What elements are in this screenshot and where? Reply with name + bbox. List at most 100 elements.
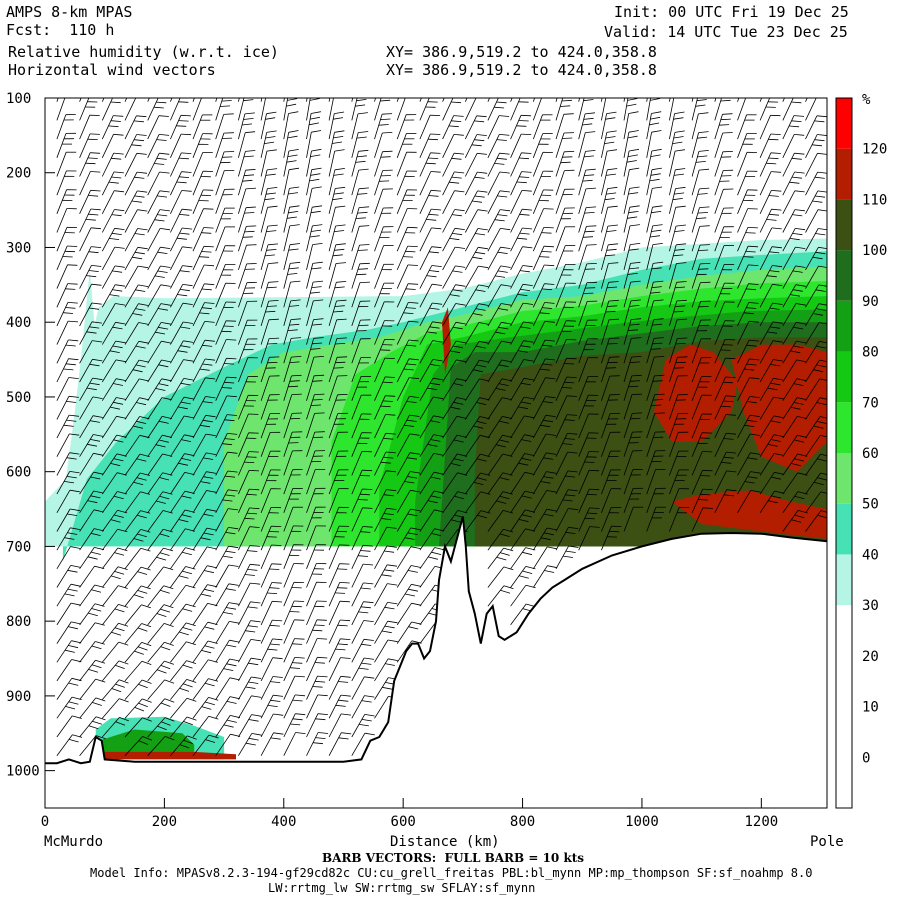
colorbar-bin-6 bbox=[836, 453, 852, 504]
wind-barb-742 bbox=[555, 282, 576, 308]
wind-barb-685 bbox=[510, 265, 533, 289]
wind-barb-912 bbox=[714, 245, 734, 271]
wind-barb-733 bbox=[555, 113, 574, 140]
wind-barb-167 bbox=[147, 528, 173, 551]
wind-barb-737 bbox=[555, 188, 575, 214]
wind-barb-450 bbox=[328, 431, 349, 457]
wind-barb-410 bbox=[306, 356, 324, 383]
wind-barb-414 bbox=[306, 431, 325, 457]
wind-barb-709 bbox=[532, 170, 554, 196]
wind-barb-133 bbox=[124, 566, 151, 588]
wind-barb-732 bbox=[555, 98, 572, 121]
wind-barb-454 bbox=[328, 506, 349, 532]
wind-barb-635 bbox=[464, 303, 489, 327]
wind-barb-885 bbox=[691, 187, 710, 214]
wind-barb-989 bbox=[782, 397, 807, 420]
wind-barb-384 bbox=[283, 544, 304, 569]
wind-barb-723 bbox=[532, 433, 556, 457]
wind-barb-558 bbox=[396, 471, 421, 495]
wind-barb-951 bbox=[759, 114, 781, 140]
wind-barb-998 bbox=[805, 115, 827, 140]
wind-barb-603 bbox=[442, 171, 465, 196]
wind-barb-196 bbox=[170, 396, 194, 420]
wind-barb-288 bbox=[238, 98, 254, 121]
wind-barb-640 bbox=[464, 397, 490, 420]
wind-barb-103 bbox=[101, 660, 129, 682]
y-tick-label-900: 900 bbox=[6, 689, 31, 705]
wind-barb-250 bbox=[192, 734, 219, 756]
wind-barb-131 bbox=[124, 529, 151, 551]
wind-barb-427 bbox=[306, 675, 328, 700]
wind-barb-337 bbox=[260, 337, 280, 364]
wind-barb-718 bbox=[532, 339, 555, 364]
wind-barb-352 bbox=[260, 619, 283, 644]
wind-barb-449 bbox=[328, 412, 348, 439]
wind-barb-969 bbox=[759, 453, 784, 476]
wind-barb-570 bbox=[419, 114, 441, 140]
wind-barb-212 bbox=[170, 697, 197, 719]
wind-barb-332 bbox=[260, 243, 279, 271]
wind-barb-350 bbox=[260, 582, 282, 607]
wind-barb-436 bbox=[328, 168, 345, 196]
wind-barb-800 bbox=[601, 413, 621, 439]
wind-barb-698 bbox=[510, 509, 535, 532]
wind-barb-634 bbox=[464, 284, 489, 308]
wind-barb-519 bbox=[374, 376, 396, 401]
wind-barb-600 bbox=[442, 115, 464, 140]
wind-barb-269 bbox=[215, 414, 238, 439]
wind-barb-678 bbox=[510, 133, 532, 158]
wind-barb-870 bbox=[669, 356, 688, 383]
wind-barb-265 bbox=[215, 339, 237, 364]
colorbar-bin-12 bbox=[836, 148, 852, 200]
wind-barb-263 bbox=[215, 301, 236, 327]
wind-barb-694 bbox=[510, 434, 535, 457]
wind-barb-371 bbox=[283, 299, 301, 327]
wind-barb-1019 bbox=[805, 510, 827, 532]
wind-barb-987 bbox=[782, 359, 807, 383]
wind-barb-843 bbox=[646, 299, 664, 327]
wind-barb-648 bbox=[487, 98, 507, 121]
wind-barb-247 bbox=[192, 678, 219, 700]
wind-barb-981 bbox=[782, 246, 806, 271]
wind-barb-625 bbox=[464, 115, 487, 140]
wind-barb-905 bbox=[714, 113, 733, 140]
wind-barb-110 bbox=[124, 134, 147, 158]
wind-barb-607 bbox=[442, 246, 466, 271]
wind-barb-11 bbox=[56, 283, 78, 308]
wind-barb-565 bbox=[396, 602, 422, 626]
wind-barb-342 bbox=[260, 431, 281, 457]
wind-barb-716 bbox=[532, 302, 555, 327]
wind-barb-299 bbox=[238, 300, 258, 327]
wind-barb-846 bbox=[646, 356, 665, 383]
wind-barb-956 bbox=[759, 208, 782, 233]
wind-barb-357 bbox=[260, 713, 284, 738]
wind-barb-148 bbox=[147, 171, 170, 196]
wind-barb-278 bbox=[215, 583, 239, 607]
wind-barb-562 bbox=[396, 546, 421, 570]
wind-barb-406 bbox=[306, 280, 324, 308]
wind-barb-277 bbox=[215, 564, 239, 588]
wind-barb-230 bbox=[192, 358, 216, 383]
wind-barb-877 bbox=[669, 488, 690, 513]
x-tick-label-800: 800 bbox=[510, 814, 535, 830]
wind-barb-335 bbox=[260, 300, 279, 327]
wind-barb-878 bbox=[669, 507, 690, 532]
wind-barb-517 bbox=[374, 339, 395, 364]
wind-barb-392 bbox=[283, 694, 306, 719]
wind-barb-187 bbox=[170, 227, 193, 252]
wind-barb-591 bbox=[419, 509, 445, 532]
colorbar-bin-10 bbox=[836, 250, 852, 301]
colorbar-label-40: 40 bbox=[862, 547, 879, 563]
wind-barb-463 bbox=[328, 675, 351, 700]
wind-barb-432 bbox=[328, 98, 334, 121]
wind-barb-798 bbox=[601, 375, 620, 401]
wind-barb-74 bbox=[101, 115, 124, 140]
wind-barb-331 bbox=[260, 224, 278, 252]
wind-barb-655 bbox=[487, 228, 511, 252]
wind-barb-745 bbox=[555, 339, 577, 364]
wind-barb-40 bbox=[79, 152, 101, 177]
wind-barb-59 bbox=[79, 509, 104, 532]
wind-barb-755 bbox=[555, 526, 579, 551]
wind-barb-899 bbox=[691, 451, 713, 476]
wind-barb-16 bbox=[56, 377, 79, 401]
